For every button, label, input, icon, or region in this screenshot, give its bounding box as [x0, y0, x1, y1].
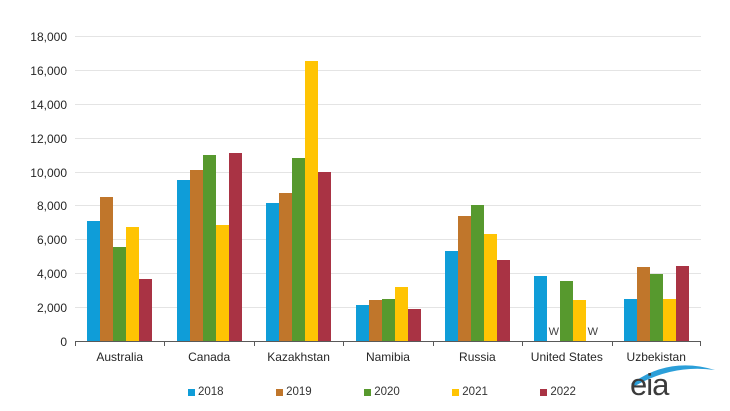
bar-russia-2018	[444, 251, 458, 341]
bar-australia-2018	[87, 220, 101, 341]
x-axis-label-uzbekistan: Uzbekistan	[626, 350, 686, 364]
y-axis-labels: 0 2,000 4,000 6,000 8,000 10,000 12,000 14,000 1…	[0, 31, 67, 348]
legend-swatch-icon	[188, 388, 195, 396]
bar-kazakhstan-2020	[292, 158, 306, 341]
x-axis-label-russia: Russia	[459, 350, 496, 364]
bar-australia-2021	[126, 227, 140, 341]
y-axis-label: 0	[60, 335, 67, 349]
legend-swatch-icon	[540, 388, 548, 396]
x-axis-tick	[611, 341, 613, 346]
bar-kazakhstan-2019	[279, 192, 293, 341]
legend-item-2019: 2019	[276, 386, 312, 398]
gridline	[75, 239, 701, 241]
x-axis-labels: Australia Canada Kazakhstan Namibia Russia Un…	[75, 350, 701, 364]
x-axis-tick	[522, 341, 524, 346]
bar-united-states-2018	[534, 275, 548, 341]
legend-item-2021: 2021	[452, 386, 488, 398]
legend-swatch-icon	[452, 388, 460, 396]
bar-australia-2022	[139, 279, 153, 341]
bar-uzbekistan-2019	[636, 267, 650, 341]
legend-label: 2019	[286, 386, 312, 398]
eia-logo: eia	[627, 360, 722, 408]
legend-label: 2018	[198, 386, 224, 398]
y-axis-label: 4,000	[36, 267, 67, 282]
bar-canada-2022	[228, 152, 242, 341]
bar-russia-2019	[457, 216, 471, 341]
withheld-marker-united-states-2022: W	[587, 326, 599, 338]
y-axis-label: 10,000	[30, 165, 67, 180]
bar-russia-2020	[470, 204, 484, 341]
eia-logo-swoosh-icon	[631, 365, 715, 386]
y-axis-label: 18,000	[30, 30, 67, 44]
bar-canada-2020	[202, 154, 216, 341]
withheld-marker-united-states-2019: W	[548, 326, 560, 338]
legend: 2018 2019 2020 2021 2022	[188, 386, 576, 398]
y-axis-label: 6,000	[36, 233, 67, 248]
legend-swatch-icon	[364, 388, 372, 396]
bar-namibia-2018	[355, 304, 369, 341]
eia-logo-text: eia	[630, 367, 669, 402]
bar-uzbekistan-2021	[662, 299, 676, 341]
bar-united-states-2021	[573, 300, 587, 341]
x-axis-tick	[432, 341, 434, 346]
bar-russia-2021	[483, 234, 497, 341]
bar-united-states-2020	[560, 280, 574, 341]
gridline	[75, 103, 701, 105]
x-axis-label-united-states: United States	[530, 350, 603, 364]
legend-item-2022: 2022	[540, 386, 576, 398]
legend-label: 2022	[550, 386, 576, 398]
y-axis-label: 14,000	[30, 97, 67, 112]
gridline	[75, 273, 701, 275]
x-axis-tick	[75, 341, 76, 346]
bar-russia-2022	[496, 259, 510, 341]
bar-namibia-2020	[381, 299, 395, 341]
bar-namibia-2022	[407, 308, 421, 341]
legend-label: 2020	[374, 386, 400, 398]
bar-uzbekistan-2020	[649, 274, 663, 341]
x-axis-label-kazakhstan: Kazakhstan	[267, 350, 330, 364]
bar-uzbekistan-2018	[623, 298, 637, 341]
bar-canada-2018	[176, 180, 190, 341]
bar-canada-2019	[189, 169, 203, 341]
x-axis-tick	[343, 341, 345, 346]
legend-swatch-icon	[276, 388, 284, 396]
x-axis-tick	[164, 341, 166, 346]
y-axis-label: 16,000	[30, 63, 67, 78]
y-axis-label: 2,000	[36, 301, 67, 316]
gridline	[75, 205, 701, 207]
x-axis-label-australia: Australia	[96, 350, 144, 364]
legend-item-2020: 2020	[364, 386, 400, 398]
x-axis-tick	[700, 341, 701, 346]
y-axis-label: 12,000	[30, 131, 67, 146]
legend-label: 2021	[462, 386, 488, 398]
gridline	[75, 171, 701, 173]
bar-kazakhstan-2021	[305, 60, 319, 341]
x-axis-label-canada: Canada	[188, 350, 231, 364]
gridline	[75, 137, 701, 139]
x-axis-label-namibia: Namibia	[365, 350, 410, 364]
x-axis-tick	[253, 341, 255, 346]
gridline	[75, 36, 701, 37]
bar-canada-2021	[215, 224, 229, 341]
y-axis-label: 8,000	[36, 199, 67, 214]
legend-item-2018: 2018	[188, 386, 224, 398]
bar-kazakhstan-2022	[318, 171, 332, 341]
bar-uzbekistan-2022	[675, 266, 689, 341]
bar-namibia-2021	[394, 286, 408, 341]
bar-kazakhstan-2018	[266, 202, 280, 341]
gridline	[75, 69, 701, 71]
bar-australia-2019	[100, 196, 114, 341]
bar-australia-2020	[113, 246, 127, 341]
bar-namibia-2019	[368, 300, 382, 341]
